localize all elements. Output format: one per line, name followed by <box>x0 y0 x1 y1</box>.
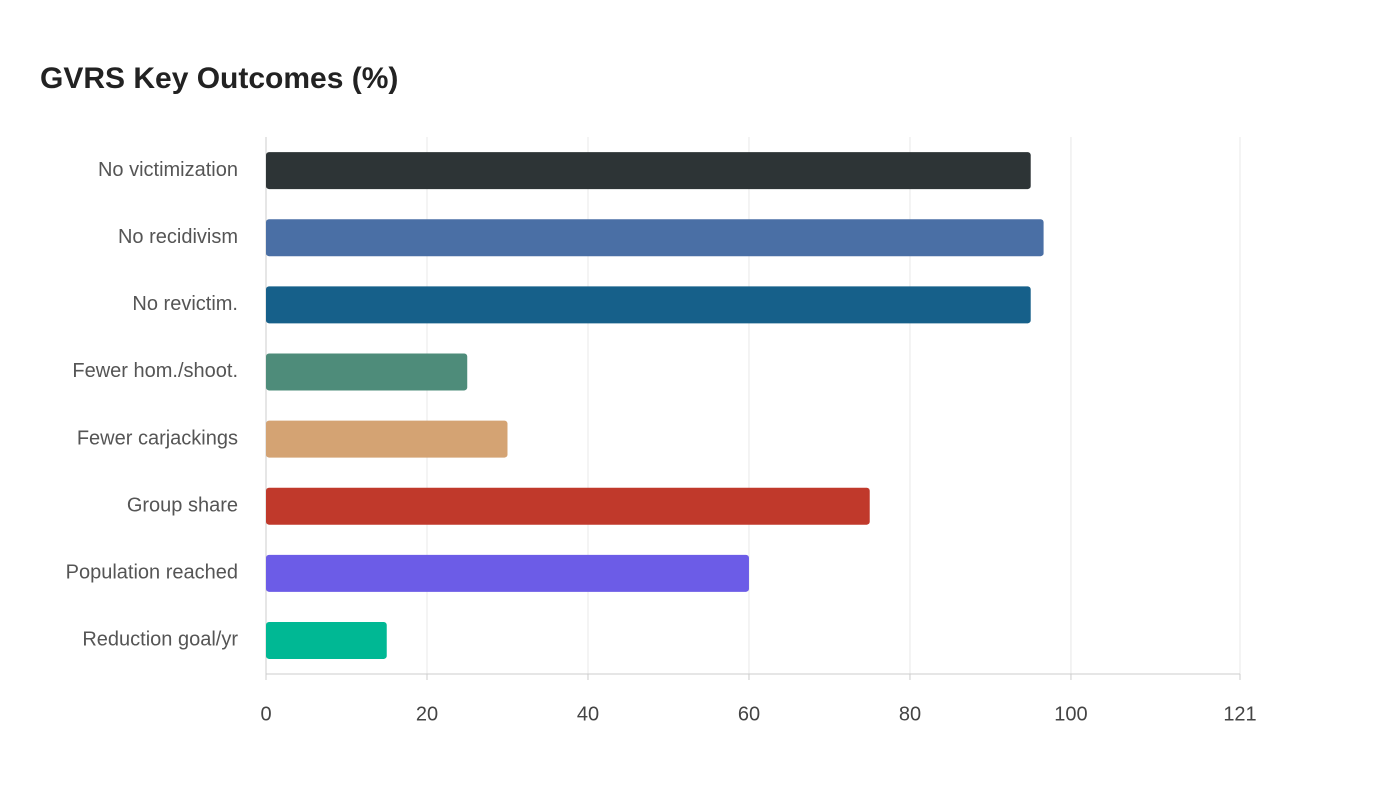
bar <box>266 420 508 458</box>
x-tick-label: 60 <box>738 703 760 725</box>
x-tick-label: 121 <box>1223 703 1256 725</box>
y-tick-label: Fewer carjackings <box>77 427 238 449</box>
x-tick-label: 40 <box>577 703 599 725</box>
bar <box>266 554 749 592</box>
x-tick-label: 100 <box>1054 703 1087 725</box>
x-tick-label: 20 <box>416 703 438 725</box>
bar <box>266 152 1031 190</box>
y-tick-label: No recidivism <box>118 226 238 248</box>
bar <box>266 219 1044 257</box>
y-tick-label: Population reached <box>66 562 238 584</box>
y-tick-label: Fewer hom./shoot. <box>72 360 238 382</box>
y-tick-label: Group share <box>127 494 238 516</box>
y-tick-label: No victimization <box>98 159 238 181</box>
bar <box>266 353 468 391</box>
bar <box>266 487 870 525</box>
x-tick-label: 80 <box>899 703 921 725</box>
y-tick-label: Reduction goal/yr <box>82 629 238 651</box>
y-tick-label: No revictim. <box>132 293 238 315</box>
bar <box>266 286 1031 324</box>
bar <box>266 621 387 659</box>
x-tick-label: 0 <box>260 703 271 725</box>
chart-title: GVRS Key Outcomes (%) <box>40 62 398 95</box>
